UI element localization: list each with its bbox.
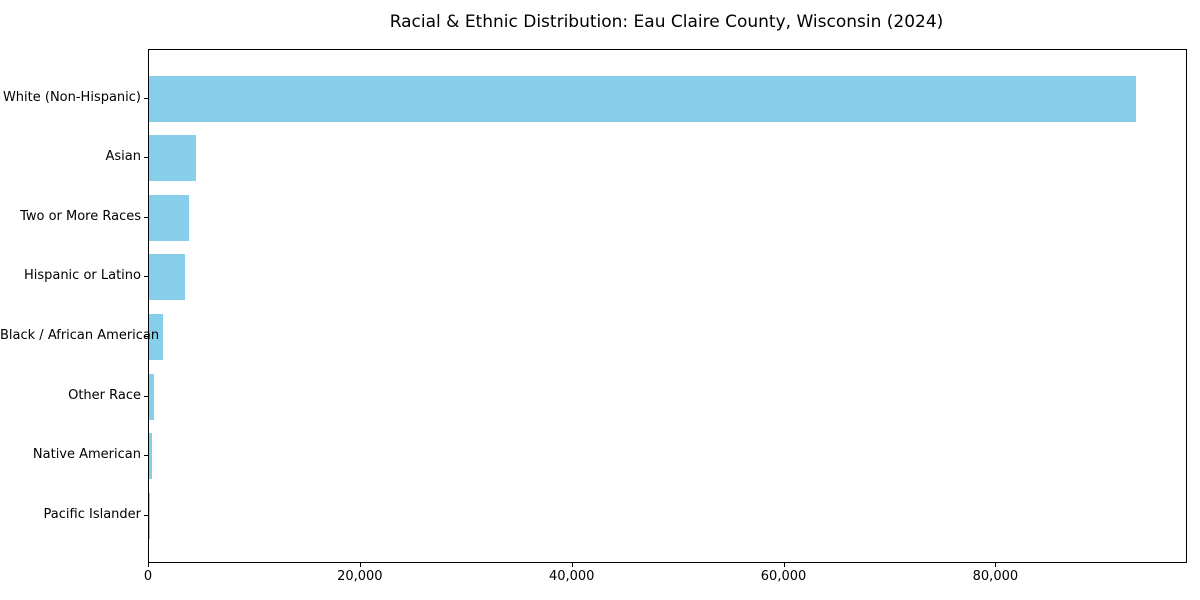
x-tick-mark [359,563,361,567]
y-tick-label-white-non-hispanic: White (Non-Hispanic) [2,89,141,105]
y-tick-mark [144,395,148,397]
bar-white-non-hispanic [149,75,1137,122]
y-tick-label-other-race: Other Race [68,387,141,403]
x-tick-label-20-000: 20,000 [337,569,383,584]
x-tick-label-80-000: 80,000 [972,569,1019,584]
y-tick-mark [144,455,148,457]
y-tick-mark [144,216,148,218]
x-tick-label-60-000: 60,000 [760,569,807,584]
y-tick-label-hispanic-or-latino: Hispanic or Latino [23,268,141,284]
y-tick-mark [144,514,148,516]
bar-asian [149,135,196,182]
plot-area [148,49,1187,563]
chart-title: Racial & Ethnic Distribution: Eau Claire… [389,12,944,32]
bar-native-american [149,433,152,480]
x-tick-mark [571,563,573,567]
bar-other-race [149,373,154,420]
y-tick-label-asian: Asian [105,149,141,165]
x-tick-label-40-000: 40,000 [548,569,595,584]
y-tick-label-black-african-american: Black / African American [0,328,160,344]
bar-black-african-american [149,314,163,361]
y-tick-label-two-or-more-races: Two or More Races [20,208,141,224]
y-tick-mark [144,276,148,278]
bar-two-or-more-races [149,194,189,241]
x-tick-mark [995,563,997,567]
bar-hispanic-or-latino [149,254,186,301]
y-tick-mark [144,97,148,99]
x-tick-mark [148,563,149,567]
y-tick-label-native-american: Native American [32,447,141,463]
y-tick-label-pacific-islander: Pacific Islander [43,506,141,522]
x-tick-label-0: 0 [143,569,153,584]
x-tick-mark [783,563,785,567]
y-tick-mark [144,157,148,159]
y-tick-mark [144,336,148,338]
